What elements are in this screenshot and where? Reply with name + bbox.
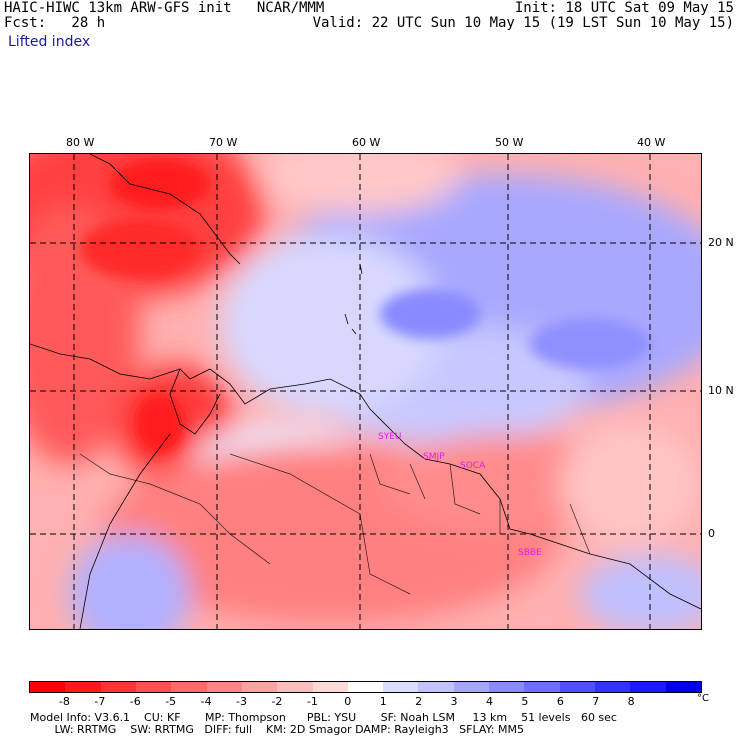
fine-detail <box>80 159 650 454</box>
colorbar-segment <box>135 682 172 692</box>
colorbar-tick-label: 5 <box>521 695 529 708</box>
colorbar-tick-label: 3 <box>450 695 458 708</box>
colorbar <box>29 681 702 693</box>
valid-time: Valid: 22 UTC Sun 10 May 15 (19 LST Sun … <box>312 15 734 31</box>
colorbar-tick-label: 2 <box>415 695 423 708</box>
colorbar-segment <box>489 682 525 692</box>
colorbar-segment <box>100 682 136 692</box>
init-time: Init: 18 UTC Sat 09 May 15 <box>514 0 734 16</box>
colorbar-tick-label: -4 <box>200 695 212 708</box>
colorbar-tick-label: -2 <box>271 695 283 708</box>
colorbar-tick-label: 1 <box>379 695 387 708</box>
colorbar-segment <box>595 682 631 692</box>
colorbar-segment <box>206 682 242 692</box>
colorbar-tick-label: -5 <box>165 695 177 708</box>
colorbar-tick-label: 0 <box>344 695 352 708</box>
colorbar-tick-label: -1 <box>306 695 318 708</box>
lon-label-60w: 60 W <box>352 136 381 149</box>
colorbar-tick-label: 6 <box>556 695 564 708</box>
lat-label-20n: 20 N <box>708 236 734 249</box>
lifted-index-map: SYEU SMJP SOCA SBBE <box>29 153 702 630</box>
colorbar-tick-label: 8 <box>627 695 635 708</box>
map-canvas <box>30 154 701 629</box>
station-smjp: SMJP <box>423 452 445 462</box>
model-info-line2: LW: RRTMG SW: RRTMG DIFF: full KM: 2D Sm… <box>30 723 524 736</box>
station-sbbe: SBBE <box>518 548 542 558</box>
header-left: HAIC-HIWC 13km ARW-GFS init NCAR/MMM Fcst… <box>4 1 324 31</box>
shaded-field <box>30 154 701 629</box>
model-title: HAIC-HIWC 13km ARW-GFS init NCAR/MMM <box>4 0 325 16</box>
lat-label-0: 0 <box>708 527 715 540</box>
colorbar-segment <box>559 682 595 692</box>
colorbar-tick-label: 7 <box>592 695 600 708</box>
lon-label-40w: 40 W <box>637 136 666 149</box>
lat-label-10n: 10 N <box>708 384 734 397</box>
header-right: Init: 18 UTC Sat 09 May 15 Valid: 22 UTC … <box>313 1 734 31</box>
field-name: Lifted index <box>8 34 91 50</box>
colorbar-tick-label: -7 <box>94 695 106 708</box>
colorbar-segment <box>630 682 666 692</box>
station-syeu: SYEU <box>378 432 402 442</box>
colorbar-tick-label: -6 <box>129 695 141 708</box>
lat-lon-grid <box>30 154 701 629</box>
colorbar-segment <box>524 682 560 692</box>
lon-label-80w: 80 W <box>66 136 95 149</box>
colorbar-tick-label: 4 <box>485 695 493 708</box>
colorbar-segment <box>241 682 278 692</box>
model-info-line1: Model Info: V3.6.1 CU: KF MP: Thompson P… <box>30 711 617 724</box>
political-borders <box>79 453 591 595</box>
colorbar-segment <box>30 682 66 692</box>
colorbar-segment <box>383 682 419 692</box>
colorbar-unit: °C <box>697 693 709 704</box>
colorbar-tick-label: -8 <box>58 695 70 708</box>
colorbar-segment <box>65 682 101 692</box>
colorbar-segment <box>418 682 454 692</box>
station-soca: SOCA <box>460 461 486 471</box>
lon-label-70w: 70 W <box>209 136 238 149</box>
colorbar-tick-label: -3 <box>236 695 247 708</box>
colorbar-segment <box>347 682 384 692</box>
lon-label-50w: 50 W <box>495 136 524 149</box>
colorbar-segment <box>665 682 701 692</box>
colorbar-segment <box>277 682 313 692</box>
coastlines <box>30 154 701 629</box>
forecast-hour: Fcst: 28 h <box>4 15 106 31</box>
colorbar-segment <box>453 682 490 692</box>
colorbar-segment <box>171 682 207 692</box>
colorbar-segment <box>312 682 348 692</box>
